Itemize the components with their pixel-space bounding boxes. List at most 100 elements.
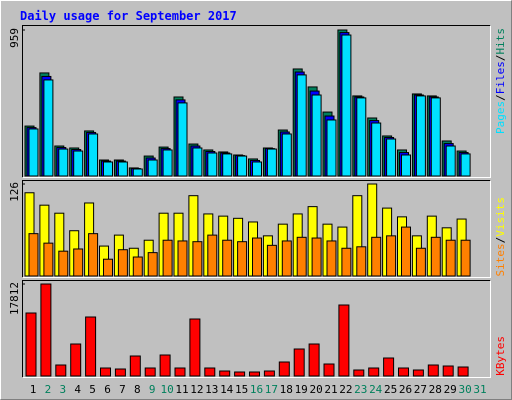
x-tick-label: 11 (175, 383, 188, 396)
bar (132, 168, 143, 177)
panel-border-light (22, 25, 491, 178)
bar (371, 236, 382, 277)
x-tick-label: 2 (45, 383, 52, 396)
bar (117, 249, 128, 277)
x-tick-label: 20 (309, 383, 322, 396)
x-tick-label: 31 (473, 383, 486, 396)
legend-entry: Files (494, 61, 507, 94)
x-tick-label: 25 (384, 383, 397, 396)
x-tick-label: 14 (220, 383, 234, 396)
x-tick-label: 26 (399, 383, 412, 396)
x-tick-label: 9 (149, 383, 156, 396)
bar (70, 343, 82, 377)
x-tick-label: 1 (30, 383, 37, 396)
bar (162, 239, 173, 277)
bar (368, 367, 380, 377)
x-tick-label: 5 (89, 383, 96, 396)
legend-entry: KBytes (494, 336, 507, 376)
x-tick-label: 10 (160, 383, 173, 396)
y-tick-label: 17812 (8, 282, 21, 315)
bar (430, 97, 441, 177)
bar (308, 343, 320, 377)
legend-separator: / (494, 237, 507, 244)
bar (85, 316, 97, 377)
bar (177, 102, 188, 177)
bar (189, 318, 201, 377)
bar (412, 369, 424, 377)
bar (177, 240, 188, 277)
x-tick-label: 6 (104, 383, 111, 396)
bar (460, 153, 471, 177)
bar (326, 240, 337, 277)
bar (234, 371, 246, 377)
bar (28, 128, 39, 177)
x-tick-label: 19 (295, 383, 308, 396)
bar (263, 370, 275, 377)
bar (207, 234, 218, 277)
bar (219, 370, 231, 377)
x-tick-label: 24 (369, 383, 383, 396)
legend-entry: Hits (494, 28, 507, 55)
bar (386, 235, 397, 277)
bar (371, 122, 382, 177)
x-tick-label: 16 (250, 383, 263, 396)
bar (204, 367, 216, 377)
bar (100, 367, 111, 377)
panel (22, 280, 490, 377)
bar (192, 147, 203, 177)
bar (445, 239, 456, 277)
bar (415, 95, 426, 177)
legend: Pages/Files/Hits (494, 28, 507, 134)
x-tick-label: 21 (324, 383, 337, 396)
bar (341, 247, 352, 277)
bar (132, 256, 143, 277)
bar (237, 155, 248, 177)
bar (25, 312, 37, 377)
bar (58, 250, 69, 277)
x-tick-label: 18 (280, 383, 293, 396)
bar (222, 153, 233, 177)
bar (415, 247, 426, 277)
x-tick-label: 3 (59, 383, 66, 396)
bar (144, 367, 156, 377)
bar (427, 364, 439, 377)
bar (266, 244, 277, 277)
bar (356, 97, 367, 177)
bar (43, 79, 54, 177)
bar (296, 236, 307, 277)
x-tick-label: 22 (339, 383, 352, 396)
bar (249, 371, 260, 377)
legend-separator: / (494, 55, 507, 62)
bar (207, 152, 218, 177)
bar (103, 258, 113, 277)
bar (103, 161, 113, 177)
legend-separator: / (494, 94, 507, 101)
bar (129, 355, 141, 377)
bar (386, 138, 397, 177)
panel-border-dark (22, 280, 491, 378)
bar (252, 237, 262, 277)
bar (401, 154, 411, 177)
bar (28, 233, 39, 277)
panel-border-dark (22, 25, 491, 178)
bar (252, 161, 262, 177)
legend-entry: Pages (494, 101, 507, 134)
x-tick-label: 28 (429, 383, 442, 396)
bar (442, 365, 454, 377)
bar (401, 226, 411, 277)
bar (311, 237, 322, 277)
bar (58, 148, 69, 177)
x-tick-label: 30 (458, 383, 471, 396)
bar (278, 361, 290, 377)
bar (88, 133, 99, 177)
bar (356, 246, 367, 277)
bar (222, 239, 233, 277)
x-tick-label: 8 (134, 383, 141, 396)
bar (88, 233, 99, 277)
bar (237, 241, 248, 277)
legend-entry: Sites (494, 243, 507, 276)
x-tick-label: 23 (354, 383, 367, 396)
bar (445, 145, 456, 177)
